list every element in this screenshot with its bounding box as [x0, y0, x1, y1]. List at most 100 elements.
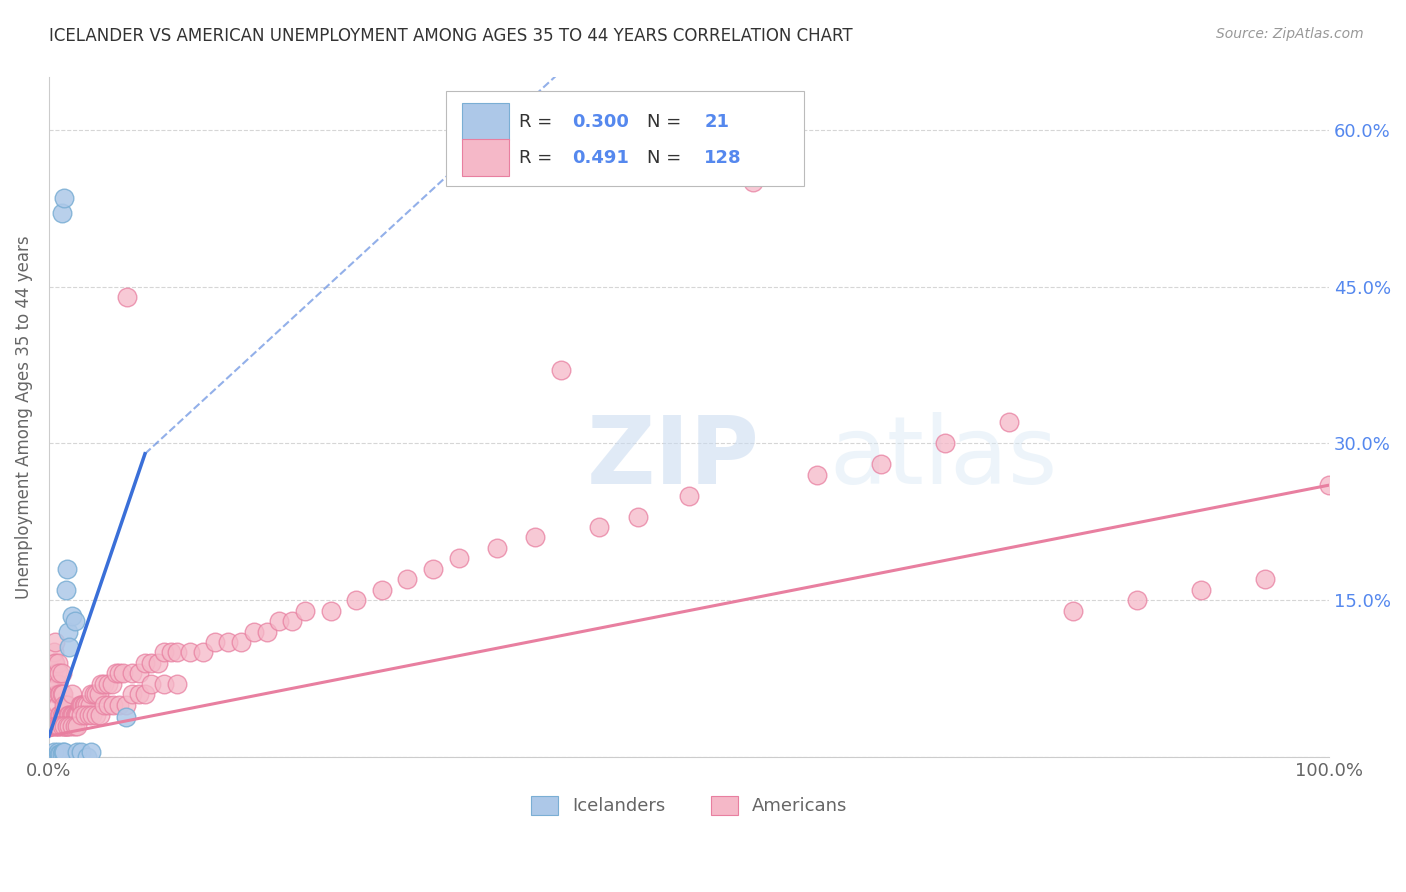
Point	[422, 562, 444, 576]
Point	[934, 436, 956, 450]
Point	[45, 747, 67, 761]
Point	[204, 635, 226, 649]
Point	[242, 624, 264, 639]
Point	[319, 604, 342, 618]
Point	[115, 290, 138, 304]
Text: R =: R =	[519, 112, 558, 130]
Point	[114, 698, 136, 712]
Point	[69, 698, 91, 712]
Text: Source: ZipAtlas.com: Source: ZipAtlas.com	[1216, 27, 1364, 41]
Point	[66, 718, 89, 732]
Point	[93, 677, 115, 691]
Point	[53, 718, 76, 732]
Text: R =: R =	[519, 149, 558, 167]
Text: 0.491: 0.491	[572, 149, 630, 167]
Point	[70, 745, 93, 759]
Point	[101, 698, 124, 712]
Point	[60, 687, 83, 701]
Point	[46, 656, 69, 670]
Point	[51, 718, 73, 732]
Point	[45, 718, 67, 732]
Point	[46, 698, 69, 712]
Point	[79, 698, 101, 712]
Point	[63, 718, 86, 732]
Point	[58, 640, 80, 655]
Point	[121, 666, 143, 681]
Point	[229, 635, 252, 649]
Point	[100, 677, 122, 691]
Point	[67, 708, 90, 723]
Point	[45, 666, 67, 681]
Point	[191, 645, 214, 659]
Point	[146, 656, 169, 670]
Point	[153, 677, 176, 691]
Point	[77, 708, 100, 723]
Text: N =: N =	[647, 149, 686, 167]
Point	[53, 718, 76, 732]
Point	[51, 747, 73, 761]
Point	[159, 645, 181, 659]
Point	[1317, 478, 1340, 492]
Point	[112, 666, 135, 681]
Point	[45, 687, 67, 701]
Point	[87, 687, 110, 701]
Y-axis label: Unemployment Among Ages 35 to 44 years: Unemployment Among Ages 35 to 44 years	[15, 235, 32, 599]
Point	[128, 687, 150, 701]
Point	[1126, 593, 1149, 607]
Point	[44, 635, 66, 649]
Legend: Icelanders, Americans: Icelanders, Americans	[523, 789, 855, 822]
Point	[42, 656, 65, 670]
Point	[66, 745, 89, 759]
Point	[447, 551, 470, 566]
Point	[55, 718, 77, 732]
Text: 21: 21	[704, 112, 730, 130]
Point	[179, 645, 201, 659]
FancyBboxPatch shape	[446, 91, 804, 186]
Point	[60, 608, 83, 623]
Point	[48, 687, 70, 701]
Point	[70, 708, 93, 723]
Point	[1189, 582, 1212, 597]
Point	[97, 677, 120, 691]
Point	[53, 745, 76, 759]
Point	[134, 656, 156, 670]
Point	[51, 206, 73, 220]
Point	[742, 175, 765, 189]
Point	[76, 750, 98, 764]
Point	[42, 745, 65, 759]
Point	[51, 687, 73, 701]
Point	[42, 666, 65, 681]
Point	[56, 708, 79, 723]
Point	[52, 708, 75, 723]
Point	[1062, 604, 1084, 618]
Point	[90, 677, 112, 691]
Point	[281, 614, 304, 628]
Point	[627, 509, 650, 524]
Point	[56, 698, 79, 712]
Point	[46, 677, 69, 691]
Point	[51, 708, 73, 723]
Point	[53, 698, 76, 712]
Text: atlas: atlas	[830, 412, 1059, 504]
Point	[46, 745, 69, 759]
Point	[256, 624, 278, 639]
Point	[49, 687, 72, 701]
Point	[114, 710, 136, 724]
Point	[48, 718, 70, 732]
Point	[72, 698, 94, 712]
Point	[121, 687, 143, 701]
Point	[60, 708, 83, 723]
Point	[46, 718, 69, 732]
Point	[56, 718, 79, 732]
Point	[104, 666, 127, 681]
Text: 0.300: 0.300	[572, 112, 630, 130]
Point	[86, 708, 108, 723]
Point	[58, 708, 80, 723]
Point	[344, 593, 367, 607]
Point	[76, 698, 98, 712]
Point	[73, 708, 96, 723]
Point	[550, 363, 572, 377]
Point	[166, 677, 188, 691]
Point	[55, 582, 77, 597]
Point	[44, 718, 66, 732]
